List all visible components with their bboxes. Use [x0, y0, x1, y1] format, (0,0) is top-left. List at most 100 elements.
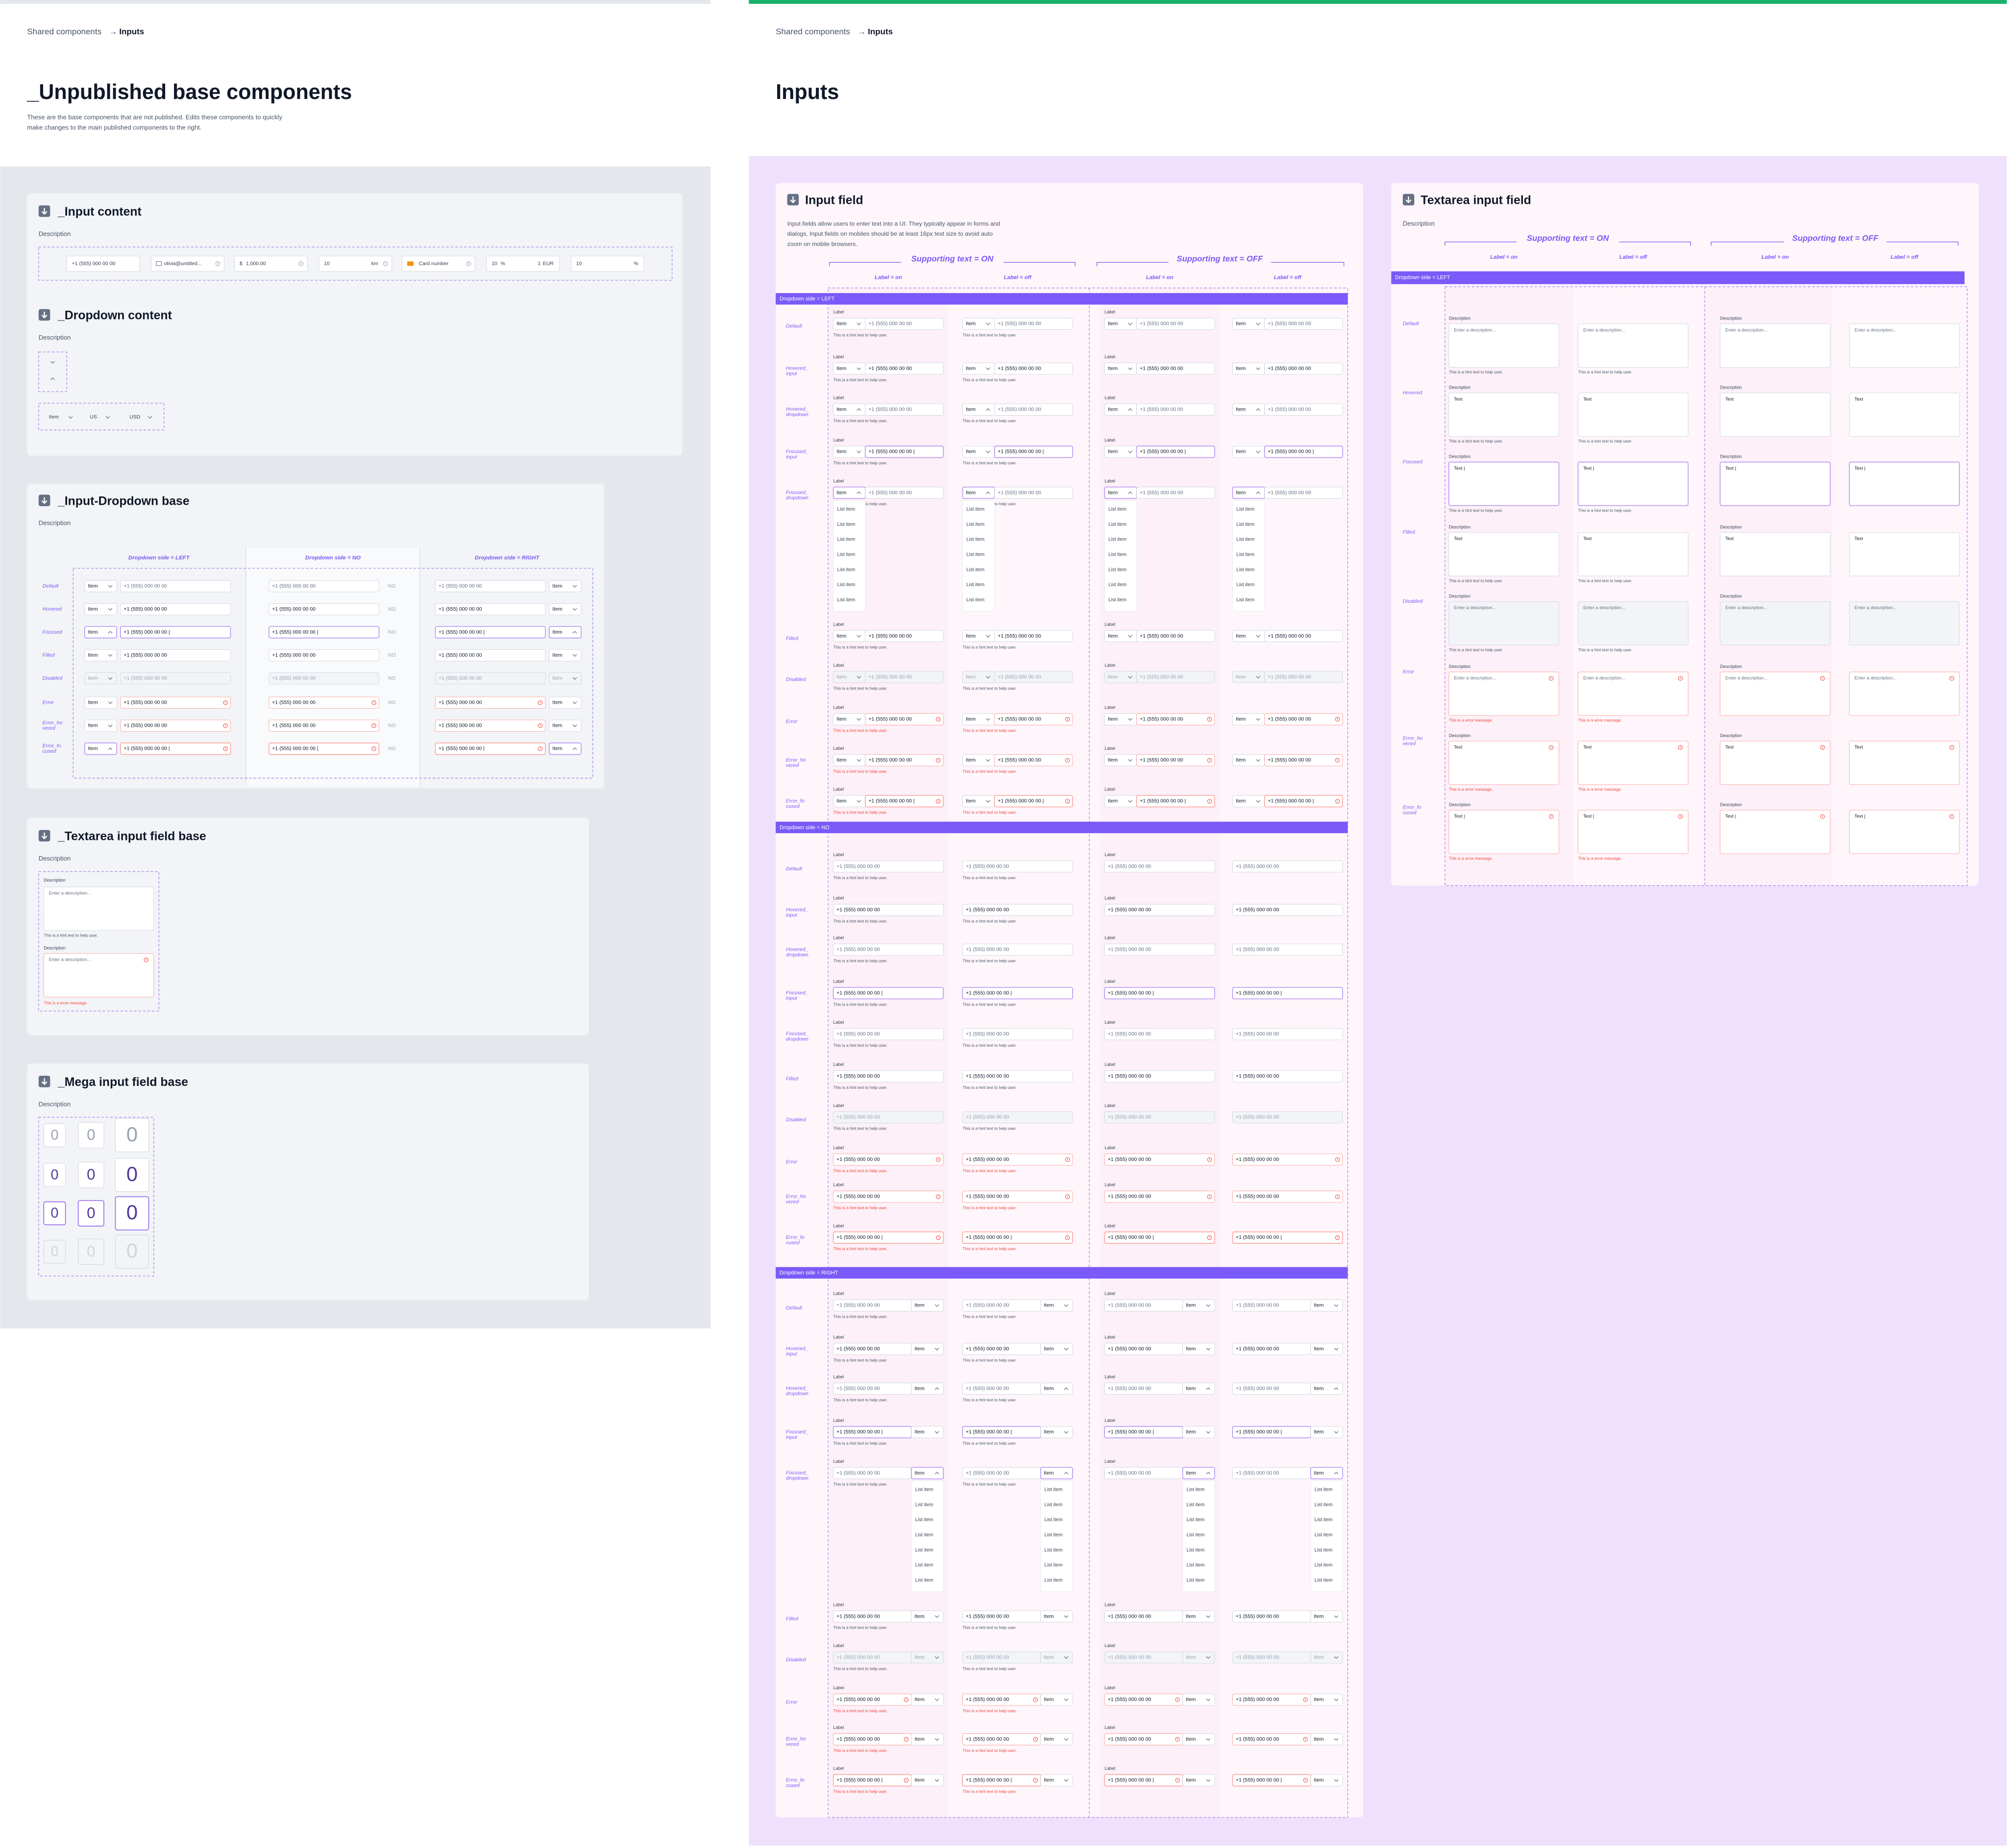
state-label: cused	[43, 749, 57, 754]
input-box	[1264, 318, 1343, 330]
dropdown-text: Item	[88, 607, 98, 612]
input-text: +1 (555) 000 00 00	[1140, 717, 1183, 722]
error-icon	[1065, 1235, 1070, 1240]
dashed-frame	[38, 351, 67, 392]
dropdown-box	[84, 719, 117, 732]
dropdown-text: Item	[1314, 1655, 1323, 1660]
column-bg	[1705, 287, 1833, 886]
input-text: +1 (555) 000 00 00	[1108, 1655, 1151, 1660]
hint-text: This is a hint text to help user.	[962, 1748, 1016, 1753]
input-text: +1 (555) 000 00 00 |	[439, 630, 485, 635]
field-label: Label	[1104, 1062, 1115, 1067]
chevron-icon	[108, 608, 113, 611]
column-header: Label = on	[1146, 275, 1174, 281]
input-box	[435, 696, 546, 709]
card	[27, 1063, 589, 1301]
column-header: Label = off	[1274, 275, 1302, 281]
input-text: +1 (555) 000 00 00	[123, 607, 167, 612]
input-text: +1 (555) 000 00 00 |	[836, 990, 882, 996]
dropdown-box	[549, 719, 582, 732]
input-text: +1 (555) 000 00 00	[868, 758, 912, 763]
dropdown-text: Item	[914, 1386, 924, 1391]
field-label: Label	[1104, 787, 1115, 792]
input-text: +1 (555) 000 00 00	[998, 674, 1041, 680]
input-chip	[234, 255, 308, 272]
field-label: Label	[833, 1643, 844, 1648]
input-text: +1 (555) 000 00 00	[836, 1614, 880, 1619]
chevron-icon	[986, 800, 991, 803]
mail-icon	[156, 261, 162, 266]
list-item: List item	[837, 582, 855, 588]
input-box	[1232, 904, 1343, 916]
state-label: Error	[786, 719, 798, 725]
error-text: This is a error message.	[1578, 856, 1622, 861]
state-label: Error	[43, 700, 54, 706]
textarea-text: Text	[1583, 536, 1592, 541]
input-box	[962, 1231, 1073, 1244]
no-label: NO	[388, 630, 396, 635]
list-item: List item	[1045, 1487, 1063, 1493]
input-text: +1 (555) 000 00 00	[1236, 1614, 1279, 1619]
state-label: Error_fo	[786, 1777, 805, 1783]
bracket-label-bg	[1517, 234, 1619, 244]
hint-text: This is a hint text to help user.	[833, 1168, 887, 1173]
input-text: +1 (555) 000 00 00	[123, 700, 167, 706]
chevron-icon	[105, 416, 110, 419]
state-label: cused	[786, 1240, 800, 1246]
chevron-icon	[1334, 1615, 1339, 1618]
card-description: Description	[1403, 220, 1435, 227]
field-label: Description	[1449, 664, 1470, 669]
dropdown-box	[1040, 1774, 1073, 1787]
dropdown-text: Item	[1314, 1471, 1323, 1476]
hint-text: This is a hint text to help user.	[962, 1085, 1016, 1090]
dropdown-text: Item	[836, 490, 846, 495]
section-label: Dropdown side = LEFT	[780, 296, 835, 302]
column-header: Label = off	[1619, 254, 1647, 260]
error-icon	[1065, 1157, 1070, 1162]
chevron-icon	[108, 585, 113, 588]
input-text: +1 (555) 000 00 00	[836, 1194, 880, 1200]
dropdown-text: Item	[1236, 366, 1246, 371]
column-header: Label = off	[1004, 275, 1032, 281]
hint-text: This is a hint text to help user.	[962, 1441, 1016, 1446]
mega-input-box	[43, 1163, 66, 1187]
textarea-text: Text	[1454, 744, 1463, 750]
hint-text: This is a hint text to help user.	[962, 1625, 1016, 1630]
error-icon	[936, 1194, 941, 1199]
input-box	[994, 630, 1073, 642]
input-box	[1104, 1190, 1215, 1203]
input-box	[269, 580, 379, 592]
chevron-icon	[986, 759, 991, 762]
input-text: +1 (555) 000 00 00	[966, 1115, 1009, 1120]
input-box	[435, 742, 546, 755]
chip-text: Card number	[418, 261, 448, 267]
field-label: Label	[1104, 1766, 1115, 1771]
textarea-text: Enter a description...	[49, 890, 91, 895]
field-label: Label	[833, 1020, 844, 1025]
hint-text: This is a hint text to help user.	[833, 332, 887, 337]
input-text: +1 (555) 000 00 00	[1236, 1032, 1279, 1037]
dropdown-text: Item	[1186, 1697, 1196, 1702]
input-text: +1 (555) 000 00 00	[1108, 1115, 1151, 1120]
field-label: Description	[1449, 316, 1470, 321]
input-box	[833, 1111, 944, 1124]
list-item: List item	[837, 552, 855, 558]
error-icon	[1033, 1778, 1038, 1783]
textarea-box	[1448, 532, 1559, 576]
hint-text: This is a hint text to help user.	[833, 1314, 887, 1319]
card-icon	[407, 261, 414, 266]
list-item: List item	[1315, 1577, 1333, 1583]
state-label: Hovered	[43, 607, 63, 612]
breadcrumb-current: Inputs	[119, 27, 144, 36]
field-label: Label	[833, 1685, 844, 1690]
input-text: +1 (555) 000 00 00	[1236, 1471, 1279, 1476]
dropdown-text: Item	[1108, 674, 1118, 680]
dropdown-text: Item	[1236, 490, 1246, 495]
input-chip	[66, 255, 140, 272]
chevron-icon	[857, 491, 861, 494]
field-label: Description	[1449, 593, 1470, 598]
chip-text: km	[371, 261, 378, 267]
textarea-text: Text	[1454, 536, 1463, 541]
textarea-text: Text	[1725, 536, 1734, 541]
input-text: +1 (555) 000 00 00	[836, 1655, 880, 1660]
